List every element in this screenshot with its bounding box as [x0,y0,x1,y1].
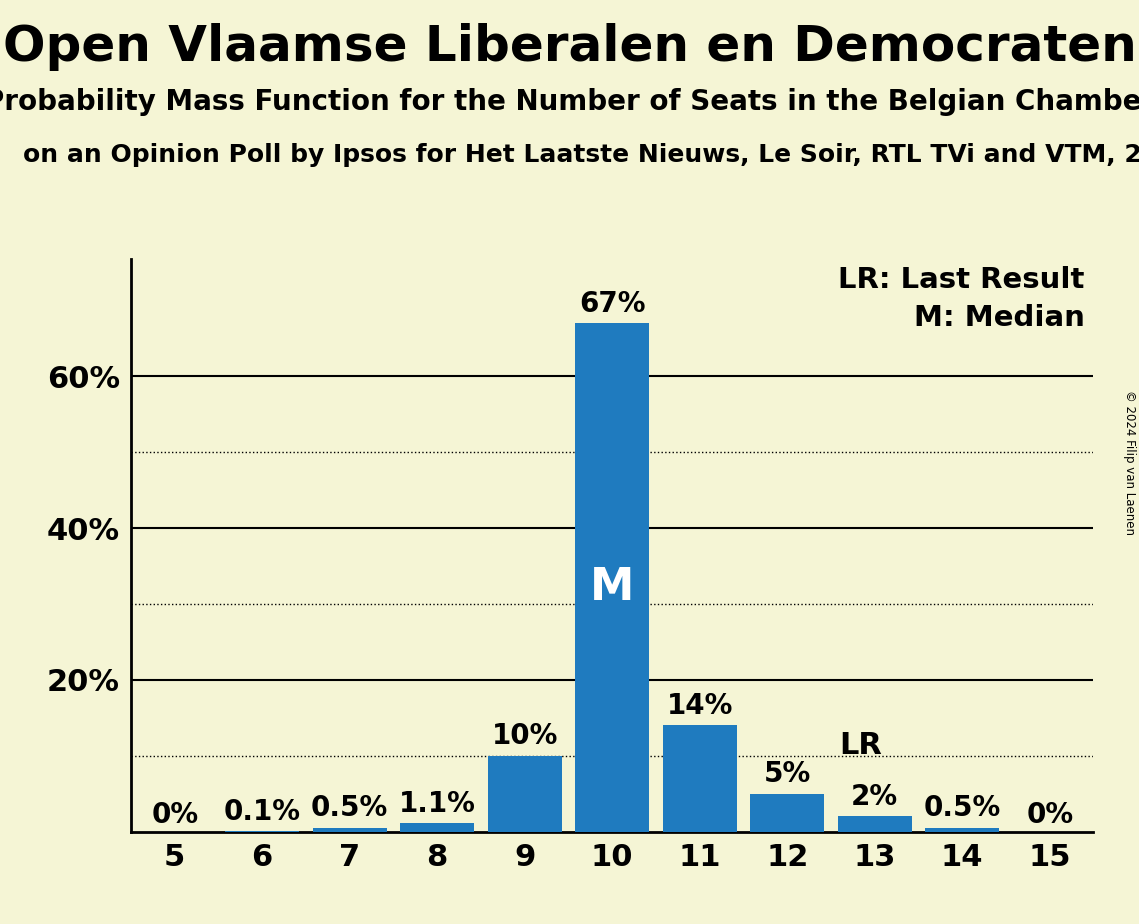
Bar [663,725,737,832]
Text: 0.5%: 0.5% [311,795,388,822]
Text: M: M [590,566,634,609]
Text: 0.1%: 0.1% [223,797,301,825]
Text: M: Median: M: Median [913,304,1084,333]
Text: 1.1%: 1.1% [399,790,476,818]
Text: LR: LR [839,731,883,760]
Text: 2%: 2% [851,784,899,811]
Text: on an Opinion Poll by Ipsos for Het Laatste Nieuws, Le Soir, RTL TVi and VTM, 2–: on an Opinion Poll by Ipsos for Het Laat… [23,143,1139,167]
Text: 14%: 14% [666,692,732,720]
Text: 0%: 0% [151,800,198,829]
Text: 5%: 5% [763,760,811,788]
Bar [837,817,912,832]
Bar [575,323,649,832]
Text: 67%: 67% [579,290,646,318]
Text: LR: Last Result: LR: Last Result [838,266,1084,295]
Text: 10%: 10% [492,723,558,750]
Text: © 2024 Filip van Laenen: © 2024 Filip van Laenen [1123,390,1137,534]
Text: Probability Mass Function for the Number of Seats in the Belgian Chamber: Probability Mass Function for the Number… [0,88,1139,116]
Bar [487,756,562,832]
Text: 0.5%: 0.5% [924,795,1001,822]
Bar [749,794,825,832]
Bar [925,828,999,832]
Text: 0%: 0% [1026,800,1073,829]
Text: Open Vlaamse Liberalen en Democraten: Open Vlaamse Liberalen en Democraten [2,23,1137,71]
Bar [312,828,387,832]
Bar [400,823,475,832]
